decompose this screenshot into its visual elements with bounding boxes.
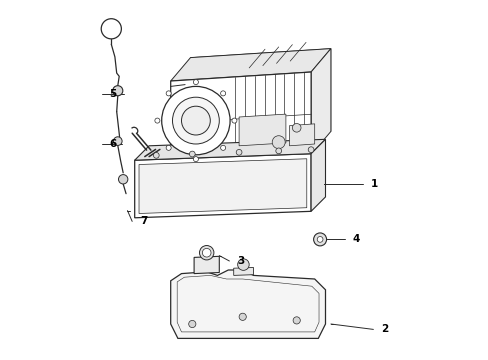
Circle shape: [172, 97, 219, 144]
Circle shape: [202, 248, 211, 257]
Text: 5: 5: [109, 89, 117, 99]
Polygon shape: [134, 154, 310, 218]
Polygon shape: [239, 114, 285, 146]
Polygon shape: [139, 159, 306, 213]
Polygon shape: [194, 256, 219, 274]
Polygon shape: [233, 267, 253, 275]
Circle shape: [118, 175, 127, 184]
Circle shape: [199, 246, 213, 260]
Polygon shape: [310, 49, 330, 155]
Circle shape: [307, 147, 313, 153]
Circle shape: [193, 157, 198, 162]
Text: 6: 6: [109, 139, 117, 149]
Polygon shape: [190, 49, 330, 140]
Circle shape: [231, 118, 237, 123]
Circle shape: [239, 313, 246, 320]
Polygon shape: [310, 139, 325, 211]
Circle shape: [189, 151, 195, 157]
Circle shape: [275, 148, 281, 154]
Circle shape: [220, 145, 225, 150]
Polygon shape: [289, 124, 314, 146]
Circle shape: [153, 153, 159, 158]
Circle shape: [113, 86, 122, 96]
Circle shape: [162, 86, 230, 155]
Polygon shape: [170, 72, 310, 164]
Circle shape: [272, 136, 285, 149]
Circle shape: [292, 123, 301, 132]
Circle shape: [236, 149, 242, 155]
Text: 4: 4: [352, 234, 359, 244]
Circle shape: [166, 145, 171, 150]
Circle shape: [237, 259, 249, 270]
Text: 1: 1: [370, 179, 377, 189]
Polygon shape: [170, 270, 325, 338]
Circle shape: [193, 80, 198, 85]
Polygon shape: [170, 49, 330, 81]
Circle shape: [317, 237, 322, 242]
Circle shape: [292, 317, 300, 324]
Circle shape: [188, 320, 196, 328]
Circle shape: [113, 137, 122, 145]
Circle shape: [220, 91, 225, 96]
Circle shape: [155, 118, 160, 123]
Circle shape: [166, 91, 171, 96]
Text: 2: 2: [381, 324, 388, 334]
Circle shape: [313, 233, 326, 246]
Text: 7: 7: [140, 216, 147, 226]
Circle shape: [181, 106, 210, 135]
Text: 3: 3: [237, 256, 244, 266]
Polygon shape: [134, 139, 325, 160]
